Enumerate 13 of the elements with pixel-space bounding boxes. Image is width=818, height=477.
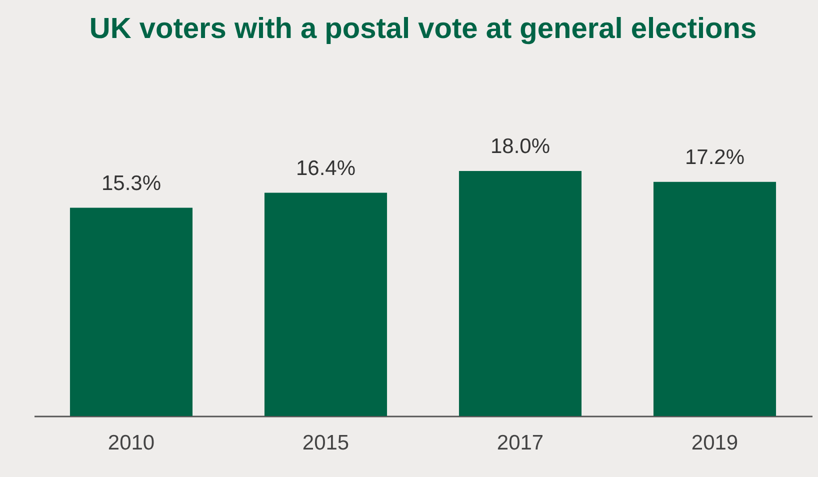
bar (70, 208, 193, 416)
x-tick-label: 2017 (496, 432, 544, 454)
data-label: 15.3% (101, 172, 162, 195)
x-tick-label: 2015 (302, 432, 350, 454)
bar (653, 182, 776, 416)
x-tick-label: 2010 (108, 432, 155, 454)
data-label: 18.0% (490, 135, 550, 158)
bar (264, 192, 388, 416)
x-tick-label: 2019 (691, 432, 738, 454)
bar (458, 171, 582, 416)
data-label: 16.4% (296, 156, 356, 180)
chart-title: UK voters with a postal vote at general elections (89, 13, 757, 45)
data-label: 17.2% (684, 146, 745, 169)
